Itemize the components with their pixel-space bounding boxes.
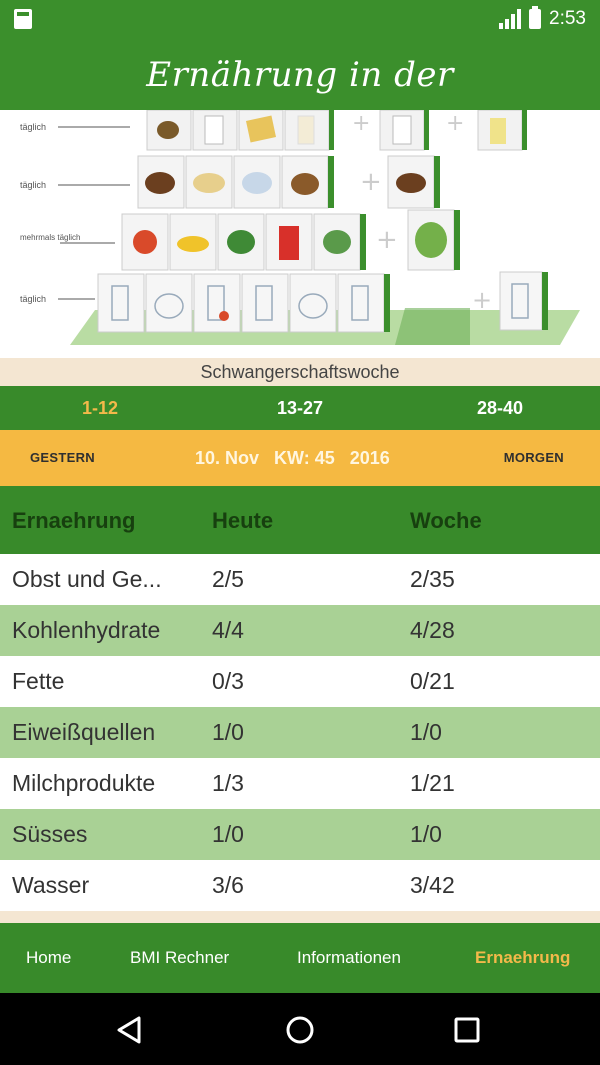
signal-icon [499, 9, 522, 29]
row-today: 3/6 [212, 872, 244, 898]
svg-text:+: + [360, 167, 382, 197]
nav-home[interactable]: Home [26, 948, 72, 967]
table-footer-divider [0, 911, 600, 923]
row-week: 1/21 [410, 770, 455, 796]
previous-day-button[interactable]: GESTERN [30, 450, 95, 465]
table-row[interactable]: Kohlenhydrate 4/4 4/28 [0, 605, 600, 656]
nav-ernaehrung[interactable]: Ernaehrung [475, 948, 571, 967]
current-year: 2016 [349, 448, 390, 468]
status-time: 2:53 [549, 8, 586, 29]
tab-week-28-40[interactable]: 28-40 [476, 398, 524, 418]
food-pyramid-graphic: täglich täglich mehrmals täglich täglich [20, 110, 580, 345]
nutrition-table: Obst und Ge... 2/5 2/35 Kohlenhydrate 4/… [0, 554, 600, 911]
row-label-1: täglich [20, 122, 46, 132]
date-info: 10. Nov KW: 45 2016 [195, 430, 390, 486]
row-category: Obst und Ge... [12, 566, 162, 592]
row-today: 1/3 [212, 770, 244, 796]
week-tabs: 1-12 13-27 28-40 [0, 386, 600, 430]
header-today: Heute [212, 508, 274, 533]
back-triangle-icon[interactable] [113, 1013, 147, 1047]
row-today: 2/5 [212, 566, 244, 592]
sd-card-icon [14, 9, 32, 29]
food-pyramid-image: täglich täglich mehrmals täglich täglich [0, 110, 600, 358]
table-row[interactable]: Wasser 3/6 3/42 [0, 860, 600, 911]
tab-week-1-12[interactable]: 1-12 [81, 398, 119, 418]
header-week: Woche [410, 508, 482, 533]
status-indicators: 2:53 [499, 6, 586, 30]
status-bar: 2:53 [0, 0, 600, 40]
row-category: Süsses [12, 821, 88, 847]
table-row[interactable]: Eiweißquellen 1/0 1/0 [0, 707, 600, 758]
table-row[interactable]: Obst und Ge... 2/5 2/35 [0, 554, 600, 605]
row-label-3: mehrmals täglich [20, 233, 80, 242]
table-row[interactable]: Fette 0/3 0/21 [0, 656, 600, 707]
svg-text:+: + [446, 111, 464, 136]
row-category: Milchprodukte [12, 770, 156, 796]
row-category: Fette [12, 668, 65, 694]
table-row[interactable]: Süsses 1/0 1/0 [0, 809, 600, 860]
tab-week-13-27[interactable]: 13-27 [276, 398, 324, 418]
svg-text:+: + [352, 111, 370, 136]
calendar-week: KW: 45 [274, 448, 335, 468]
row-week: 3/42 [410, 872, 455, 898]
row-today: 1/0 [212, 719, 244, 745]
row-week: 1/0 [410, 719, 442, 745]
row-category: Kohlenhydrate [12, 617, 161, 643]
nav-bmi-rechner[interactable]: BMI Rechner [130, 948, 230, 967]
battery-icon [529, 6, 542, 29]
app-header: Ernährung in der Schwangerschaft [0, 40, 600, 165]
week-section-label: Schwangerschaftswoche [0, 358, 600, 386]
row-category: Wasser [12, 872, 90, 898]
bottom-navigation: Home BMI Rechner Informationen Ernaehrun… [0, 923, 600, 993]
nav-informationen[interactable]: Informationen [297, 948, 401, 967]
row-week: 0/21 [410, 668, 455, 694]
svg-text:+: + [376, 225, 398, 255]
row-today: 0/3 [212, 668, 244, 694]
row-today: 4/4 [212, 617, 244, 643]
date-bar: GESTERN 10. Nov KW: 45 2016 MORGEN [0, 430, 600, 486]
table-row[interactable]: Milchprodukte 1/3 1/21 [0, 758, 600, 809]
row-category: Eiweißquellen [12, 719, 156, 745]
home-circle-icon[interactable] [283, 1013, 317, 1047]
row-week: 1/0 [410, 821, 442, 847]
row-label-2: täglich [20, 180, 46, 190]
recents-square-icon[interactable] [450, 1013, 484, 1047]
row-week: 2/35 [410, 566, 455, 592]
system-navigation-bar [0, 993, 600, 1065]
next-day-button[interactable]: MORGEN [503, 450, 564, 465]
row-today: 1/0 [212, 821, 244, 847]
row-week: 4/28 [410, 617, 455, 643]
header-nutrition: Ernaehrung [12, 508, 136, 533]
row-label-4: täglich [20, 294, 46, 304]
table-header: Ernaehrung Heute Woche [0, 486, 600, 554]
svg-text:+: + [472, 286, 492, 314]
current-date: 10. Nov [195, 448, 260, 468]
